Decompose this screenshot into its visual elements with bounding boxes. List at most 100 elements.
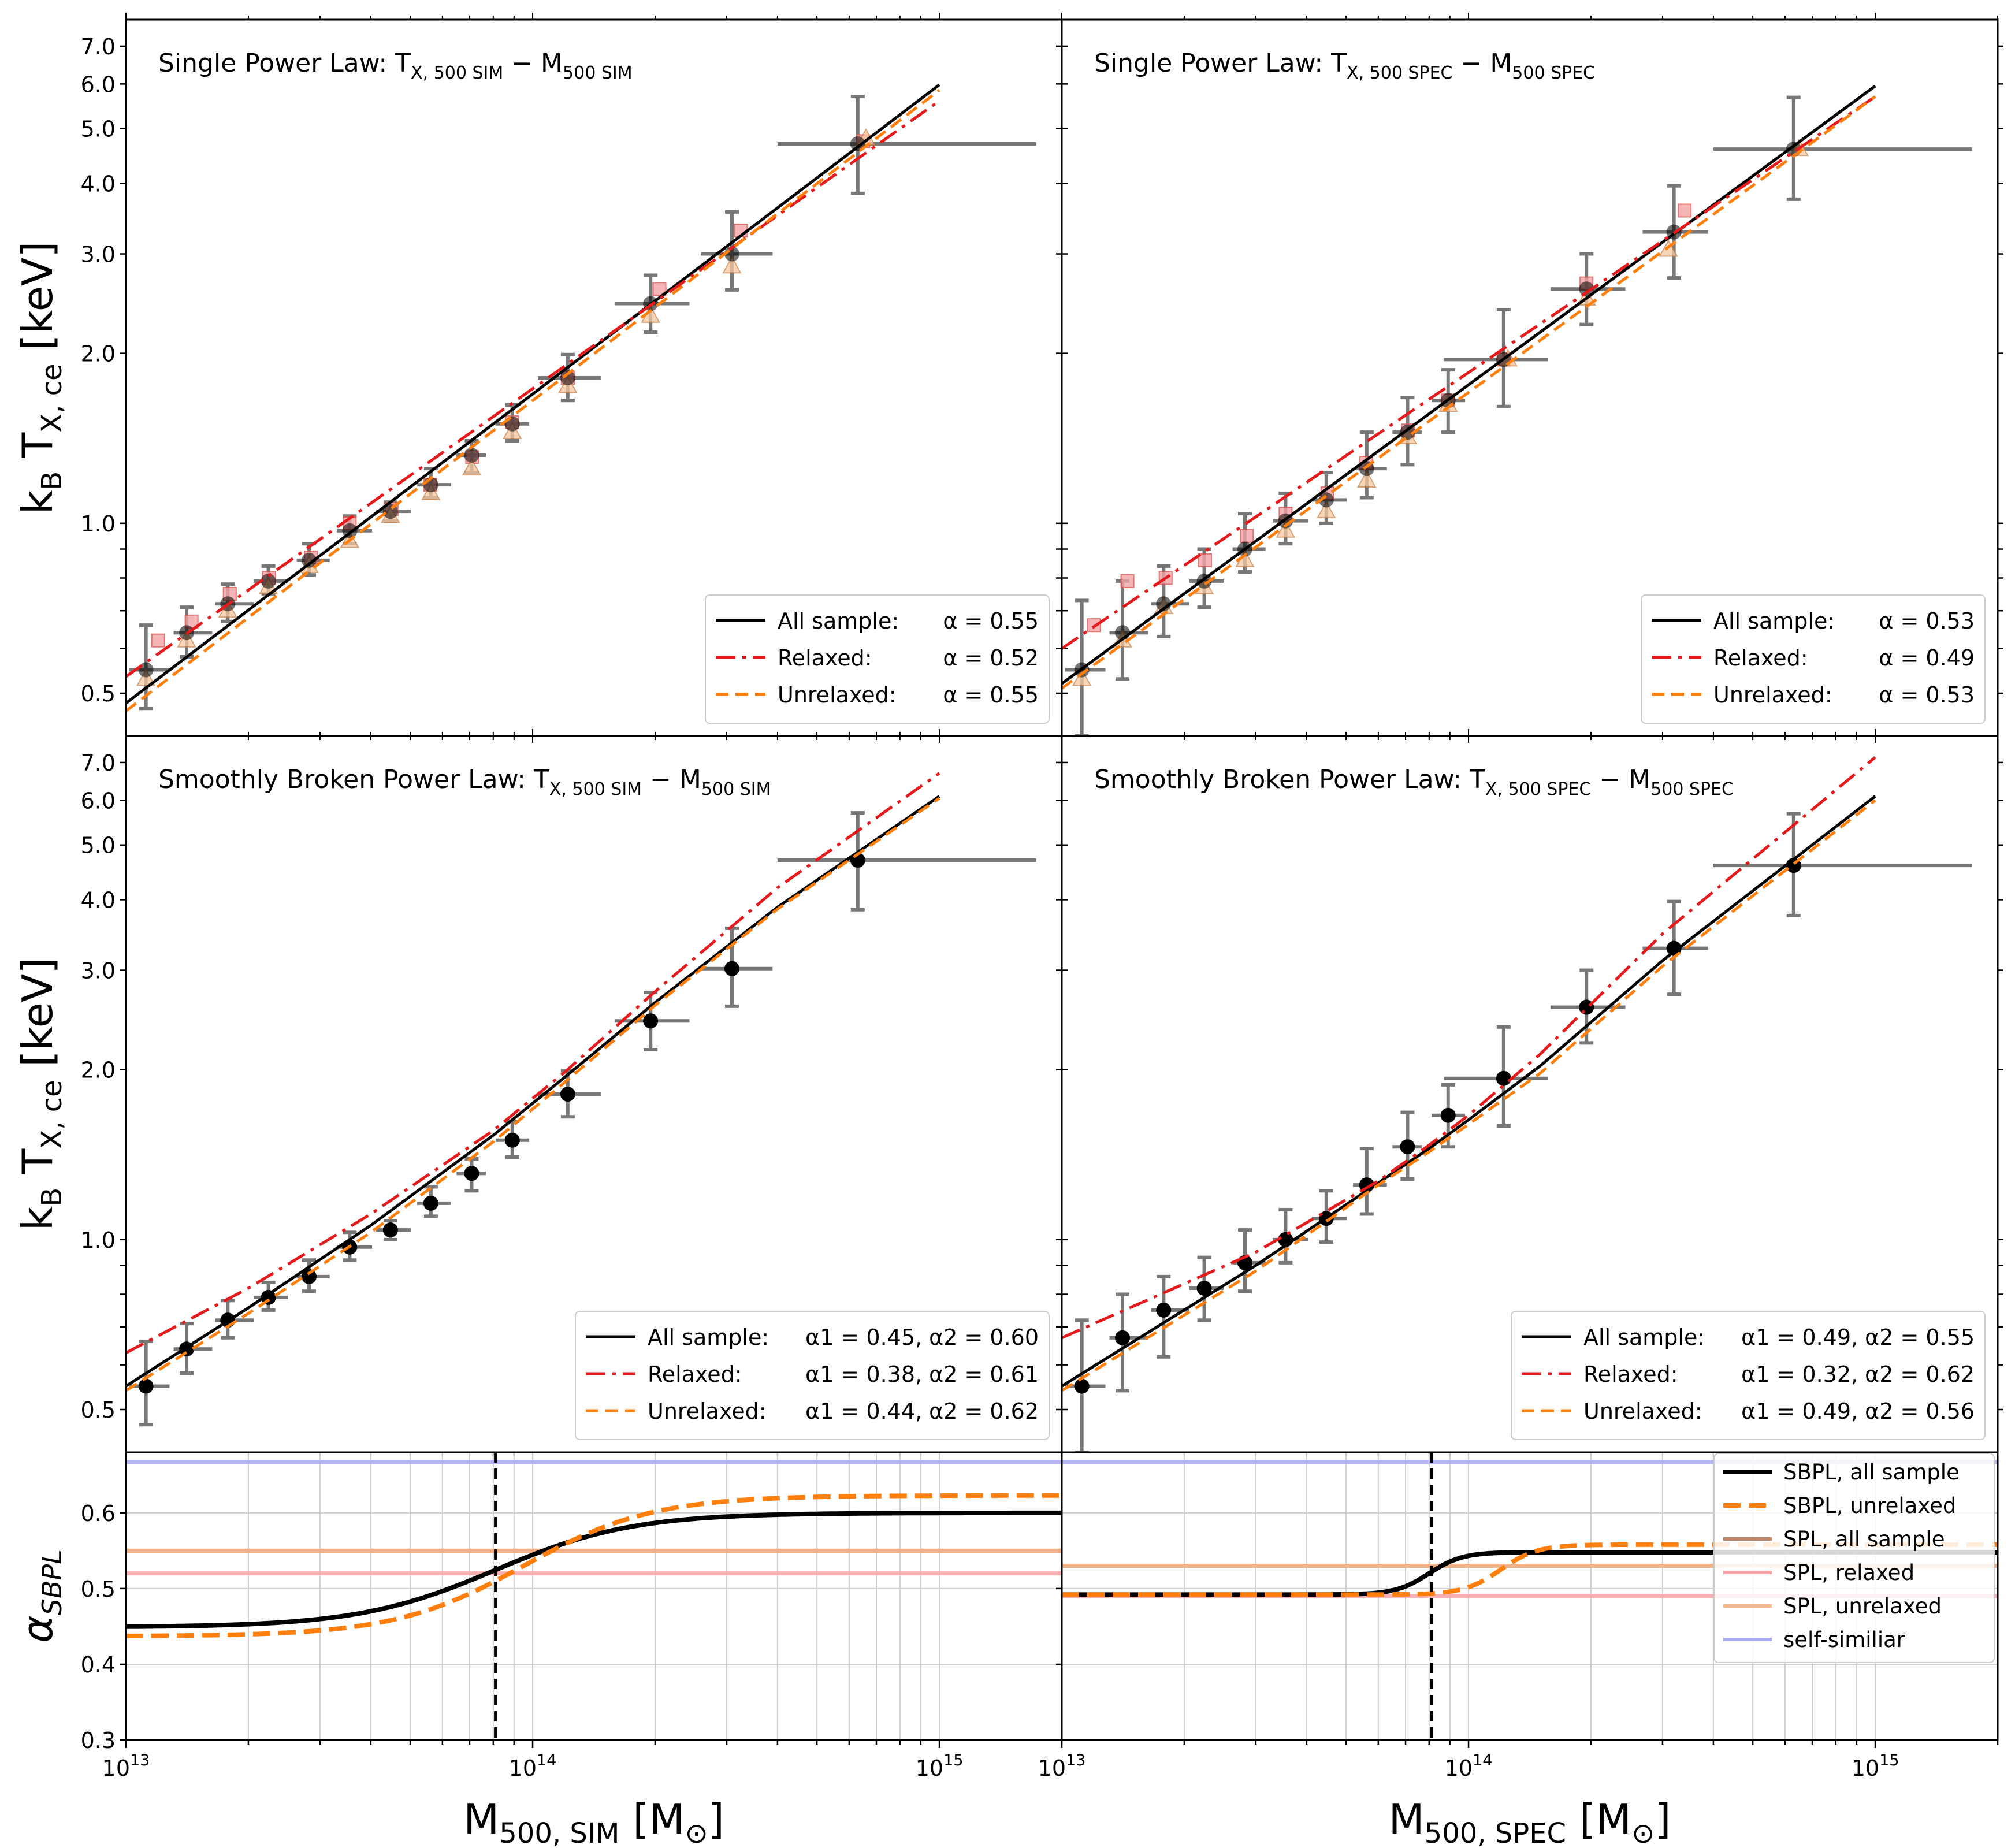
legend-value: α = 0.49: [1879, 645, 1975, 671]
y-tick-label: 1.0: [81, 511, 116, 537]
legend: SBPL, all sample SBPL, unrelaxed SPL, all …: [1713, 1453, 1995, 1663]
legend-label: SPL, all sample: [1783, 1527, 1945, 1552]
legend-value: α1 = 0.49, α2 = 0.55: [1741, 1325, 1975, 1350]
x-tick-label: 1014: [1445, 1752, 1493, 1781]
x-axis-label: M500, SPEC [M⊙]: [1389, 1795, 1671, 1848]
x-tick-label: 1015: [916, 1752, 964, 1781]
fit-line-relaxed: [1062, 95, 1876, 650]
legend-box: [705, 594, 1050, 724]
legend-label: Relaxed:: [778, 645, 872, 671]
all-sample-point: [850, 136, 865, 151]
fit-line-all-sample: [1062, 795, 1876, 1388]
panel-title: Smoothly Broken Power Law: TX, 500 SPEC …: [1094, 765, 1734, 800]
legend: All sample: α = 0.53 Relaxed: α = 0.49 Unrel…: [1641, 594, 1986, 724]
legend-label: SBPL, all sample: [1783, 1460, 1960, 1485]
unrelaxed-point: [136, 668, 156, 686]
relaxed-point: [1198, 553, 1212, 567]
all-sample-point: [301, 1269, 317, 1284]
y-tick-label: 0.5: [81, 1397, 116, 1423]
all-sample-point: [464, 447, 479, 463]
y-tick-label: 6.0: [81, 72, 116, 97]
y-tick-label: 0.5: [81, 681, 116, 707]
all-sample-point: [1400, 1139, 1415, 1155]
legend-value: α1 = 0.44, α2 = 0.62: [805, 1399, 1039, 1424]
x-tick-label: 1013: [1038, 1752, 1086, 1781]
legend-value: α = 0.53: [1879, 608, 1975, 634]
unrelaxed-point: [1357, 470, 1377, 488]
unrelaxed-point: [1317, 501, 1336, 519]
legend-label: Relaxed:: [1713, 645, 1808, 671]
error-bar: [1109, 1292, 1148, 1393]
legend-label: Unrelaxed:: [648, 1399, 767, 1424]
legend-value: α = 0.55: [943, 682, 1039, 708]
x-tick-label: 1013: [102, 1752, 150, 1781]
y-tick-label: 2.0: [81, 341, 116, 367]
panel-title: Single Power Law: TX, 500 SIM − M500 SIM: [158, 49, 633, 83]
y-tick-label: 2.0: [81, 1058, 116, 1083]
x-tick-label: 1014: [509, 1752, 557, 1781]
y-tick-label: 7.0: [81, 750, 116, 776]
relaxed-point: [151, 633, 165, 648]
fit-line-all-sample: [126, 795, 940, 1388]
y-tick-label: 0.3: [81, 1728, 116, 1753]
panel-title: Single Power Law: TX, 500 SPEC − M500 SP…: [1094, 49, 1595, 83]
y-tick-label: 3.0: [81, 958, 116, 984]
all-sample-point: [301, 552, 317, 568]
legend-box: [1511, 1311, 1986, 1440]
legend-value: α = 0.52: [943, 645, 1039, 671]
y-tick-label: 7.0: [81, 34, 116, 60]
all-sample-point: [1579, 281, 1594, 297]
error-bar: [1444, 1025, 1548, 1128]
all-sample-point: [1496, 1070, 1511, 1086]
y-tick-label: 1.0: [81, 1228, 116, 1253]
all-sample-point: [1440, 1107, 1456, 1123]
all-sample-point: [1115, 1330, 1131, 1345]
y-axis-label: kB TX, ce [keV]: [13, 241, 68, 515]
all-sample-point: [1074, 1378, 1090, 1394]
panel-top-left: 0.5 1.0 2.0 3.0 4.0 5.0 6.0 7.0 Single Power Law…: [13, 13, 1068, 743]
legend-box: [575, 1311, 1050, 1440]
y-tick-label: 5.0: [81, 117, 116, 142]
x-tick-label: 1015: [1852, 1752, 1899, 1781]
legend-box: [1713, 1453, 1995, 1663]
all-sample-point: [724, 961, 739, 976]
y-tick-label: 0.6: [81, 1501, 116, 1526]
unrelaxed-point: [722, 256, 742, 274]
relaxed-point: [1120, 574, 1135, 588]
fit-line-unrelaxed: [126, 797, 940, 1392]
all-sample-point: [504, 1132, 520, 1148]
legend-label: All sample:: [648, 1325, 769, 1350]
axes-frame: [1061, 1451, 1999, 1741]
error-bar: [1713, 95, 1972, 201]
relaxed-point: [1678, 203, 1692, 218]
fit-line-relaxed: [126, 772, 940, 1355]
relaxed-point: [1240, 529, 1254, 543]
legend-value: α1 = 0.38, α2 = 0.61: [805, 1362, 1039, 1387]
sbpl-curve-unrelaxed: [126, 1493, 1062, 1638]
fit-line-all-sample: [1062, 84, 1876, 685]
legend-label: Relaxed:: [1583, 1362, 1678, 1387]
all-sample-point: [1196, 1281, 1212, 1296]
x-axis-label: M500, SIM [M⊙]: [463, 1795, 724, 1848]
legend-value: α1 = 0.49, α2 = 0.56: [1741, 1399, 1975, 1424]
y-tick-label: 6.0: [81, 788, 116, 813]
y-axis-label: αSBPL: [13, 1549, 68, 1643]
y-tick-label: 5.0: [81, 833, 116, 858]
legend-value: α = 0.53: [1879, 682, 1975, 708]
panel-middle-right: Smoothly Broken Power Law: TX, 500 SPEC …: [1056, 729, 2003, 1459]
legend-label: SBPL, unrelaxed: [1783, 1493, 1956, 1518]
all-sample-point: [560, 1086, 575, 1102]
panel-bottom-left: 1013 1014 1015 0.3 0.4 0.5 0.6 αSBPL M500, SIM […: [13, 1451, 1063, 1848]
all-sample-point: [643, 1013, 659, 1029]
legend-label: SPL, unrelaxed: [1783, 1594, 1942, 1619]
relaxed-point: [652, 282, 667, 296]
all-sample-point: [560, 370, 575, 385]
legend-box: [1641, 594, 1986, 724]
y-tick-label: 3.0: [81, 242, 116, 267]
legend-label: Relaxed:: [648, 1362, 742, 1387]
unrelaxed-point: [1276, 520, 1296, 538]
y-tick-label: 4.0: [81, 171, 116, 196]
all-sample-point: [423, 1195, 438, 1211]
panel-middle-left: 0.5 1.0 2.0 3.0 4.0 5.0 6.0 7.0 Smoothly Broken …: [13, 729, 1068, 1459]
